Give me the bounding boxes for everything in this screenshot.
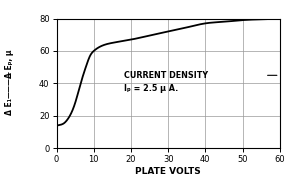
Text: Δ Eₚ, μ: Δ Eₚ, μ xyxy=(4,50,14,78)
Text: Iₚ = 2.5 μ A.: Iₚ = 2.5 μ A. xyxy=(124,84,178,93)
Text: Δ E₁: Δ E₁ xyxy=(4,98,14,115)
Text: ————: ———— xyxy=(6,70,12,98)
Text: CURRENT DENSITY: CURRENT DENSITY xyxy=(124,71,208,80)
X-axis label: PLATE VOLTS: PLATE VOLTS xyxy=(135,167,201,176)
